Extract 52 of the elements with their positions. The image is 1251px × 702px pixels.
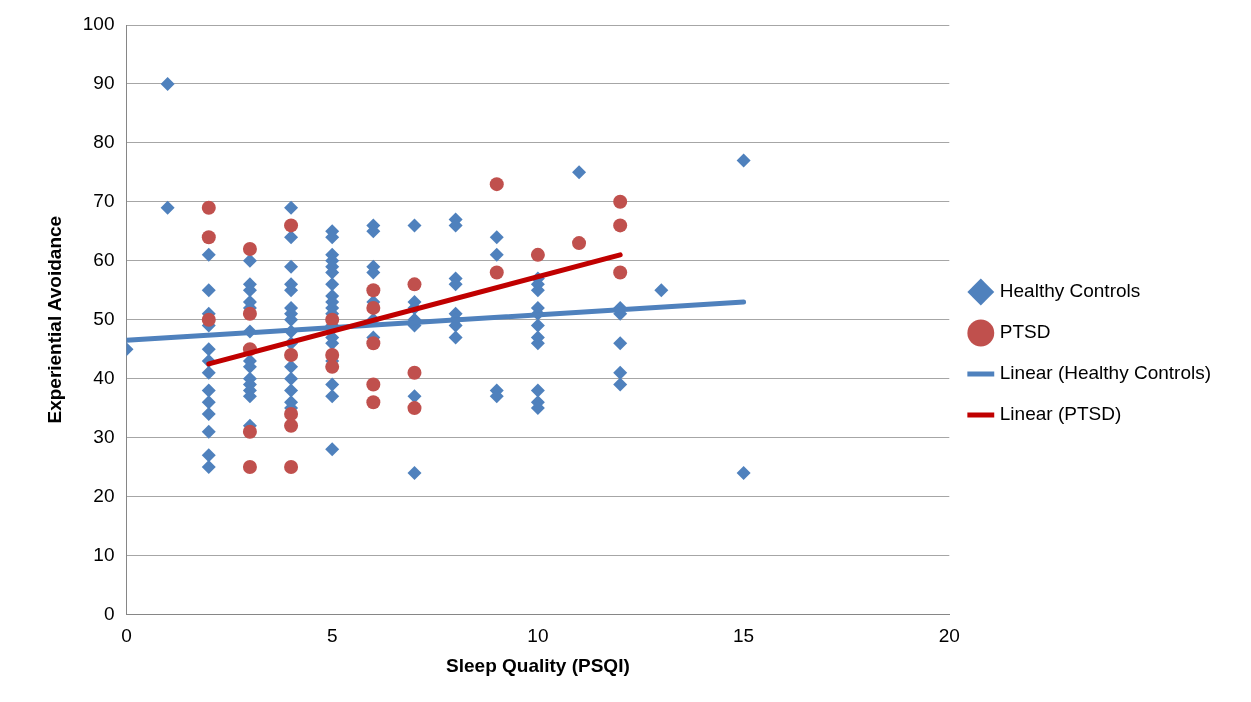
- point: [284, 348, 299, 363]
- point: [325, 312, 340, 327]
- point: [366, 300, 381, 315]
- point: [366, 336, 381, 351]
- point: [284, 460, 299, 475]
- x-tick-label: 0: [121, 625, 132, 647]
- point: [242, 306, 257, 321]
- y-tick-label: 70: [93, 190, 115, 212]
- y-tick-label: 60: [93, 248, 115, 270]
- point: [201, 312, 216, 327]
- point: [284, 218, 299, 233]
- legend-label: Linear (PTSD): [999, 403, 1122, 425]
- point: [284, 407, 299, 421]
- point: [407, 401, 422, 416]
- x-axis-title: Sleep Quality (PSQI): [446, 654, 630, 676]
- point: [530, 247, 545, 262]
- y-tick-label: 40: [93, 366, 115, 388]
- point: [366, 395, 381, 410]
- x-tick-label: 20: [938, 625, 960, 647]
- legend-label: Healthy Controls: [999, 280, 1141, 302]
- point: [242, 460, 257, 475]
- y-tick-label: 20: [93, 484, 115, 506]
- point: [201, 200, 216, 215]
- x-tick-label: 10: [527, 625, 549, 647]
- point: [366, 283, 381, 298]
- y-axis-title: Experiential Avoidance: [43, 215, 65, 424]
- point: [613, 194, 628, 209]
- point: [284, 418, 299, 433]
- point: [613, 218, 628, 233]
- legend-label: PTSD: [999, 321, 1051, 343]
- point: [366, 377, 381, 392]
- y-tick-label: 50: [93, 307, 115, 329]
- y-tick-label: 90: [93, 72, 115, 94]
- point: [325, 348, 340, 363]
- y-tick-label: 0: [103, 602, 115, 624]
- point: [407, 365, 422, 380]
- y-tick-label: 100: [82, 13, 115, 35]
- point: [489, 177, 504, 192]
- point: [242, 424, 257, 439]
- y-tick-label: 10: [93, 543, 115, 565]
- point: [407, 277, 422, 292]
- legend-label: Linear (Healthy Controls): [999, 362, 1211, 384]
- point: [613, 265, 628, 280]
- point: [572, 236, 587, 251]
- point: [489, 265, 504, 280]
- point: [201, 230, 216, 245]
- point: [242, 241, 257, 256]
- x-tick-label: 5: [326, 625, 338, 647]
- x-tick-label: 15: [733, 625, 755, 647]
- y-tick-label: 80: [93, 131, 115, 153]
- y-tick-label: 30: [93, 425, 115, 447]
- point: [325, 359, 340, 374]
